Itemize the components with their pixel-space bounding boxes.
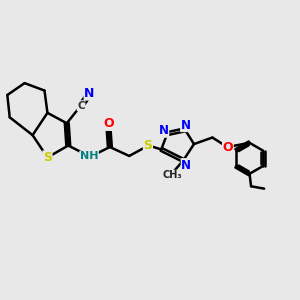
Text: S: S <box>43 151 52 164</box>
Text: CH₃: CH₃ <box>163 170 182 180</box>
Text: N: N <box>159 124 169 137</box>
Text: N: N <box>181 118 191 131</box>
Text: O: O <box>103 117 114 130</box>
Text: N: N <box>181 159 191 172</box>
Text: N: N <box>84 87 94 100</box>
Text: O: O <box>223 141 233 154</box>
Text: NH: NH <box>80 151 98 161</box>
Text: S: S <box>143 139 152 152</box>
Text: C: C <box>77 101 85 111</box>
